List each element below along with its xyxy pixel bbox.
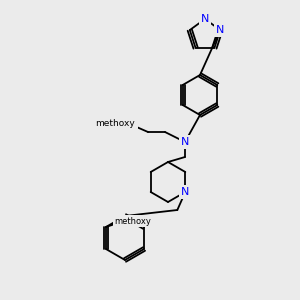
- Text: O: O: [128, 120, 136, 130]
- Text: O: O: [117, 217, 125, 227]
- Text: N: N: [181, 187, 190, 197]
- Text: N: N: [201, 14, 209, 24]
- Text: methoxy: methoxy: [0, 299, 1, 300]
- Text: methoxy: methoxy: [115, 217, 152, 226]
- Text: O: O: [128, 120, 136, 130]
- Text: N: N: [181, 137, 189, 147]
- Text: methoxy: methoxy: [0, 299, 1, 300]
- Text: methoxy: methoxy: [95, 119, 135, 128]
- Text: N: N: [216, 25, 224, 35]
